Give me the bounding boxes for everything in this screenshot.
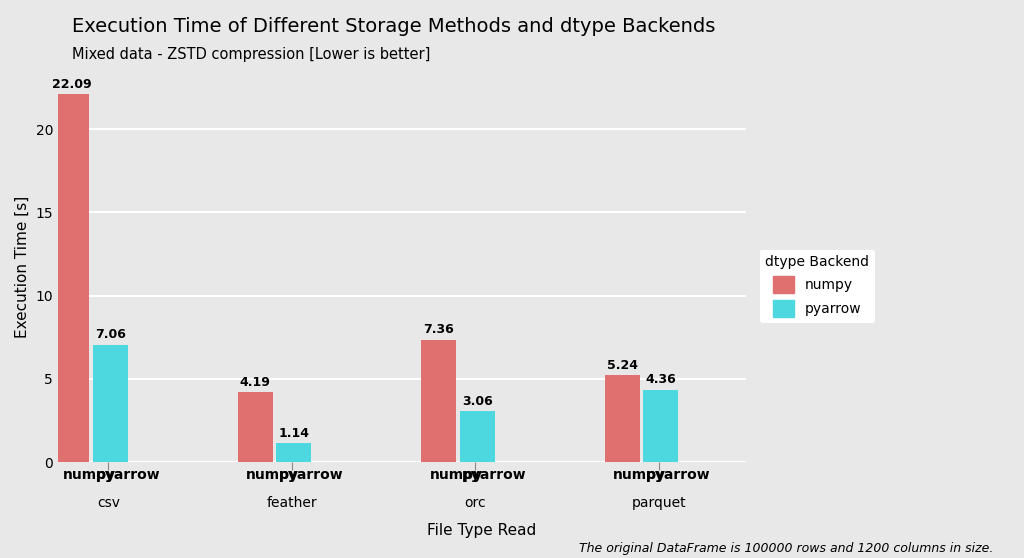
Text: 5.24: 5.24 xyxy=(606,359,638,372)
Legend: numpy, pyarrow: numpy, pyarrow xyxy=(760,249,874,323)
Bar xyxy=(643,389,678,462)
Bar xyxy=(54,94,89,462)
Bar xyxy=(460,411,495,462)
Text: 4.19: 4.19 xyxy=(240,376,270,389)
Text: The original DataFrame is 100000 rows and 1200 columns in size.: The original DataFrame is 100000 rows an… xyxy=(579,542,993,555)
Text: File Type Read: File Type Read xyxy=(427,523,536,538)
Text: Mixed data - ZSTD compression [Lower is better]: Mixed data - ZSTD compression [Lower is … xyxy=(72,47,430,62)
Text: 3.06: 3.06 xyxy=(462,395,493,408)
Bar xyxy=(93,345,128,462)
Text: 4.36: 4.36 xyxy=(645,373,676,386)
Bar xyxy=(421,340,456,462)
Text: 22.09: 22.09 xyxy=(52,78,91,91)
Y-axis label: Execution Time [s]: Execution Time [s] xyxy=(15,195,30,338)
Text: 7.06: 7.06 xyxy=(95,328,126,341)
Text: 7.36: 7.36 xyxy=(423,323,454,336)
Bar xyxy=(276,443,311,462)
Text: Execution Time of Different Storage Methods and dtype Backends: Execution Time of Different Storage Meth… xyxy=(72,17,715,36)
Bar xyxy=(604,375,640,462)
Bar xyxy=(238,392,272,462)
Text: 1.14: 1.14 xyxy=(279,427,309,440)
